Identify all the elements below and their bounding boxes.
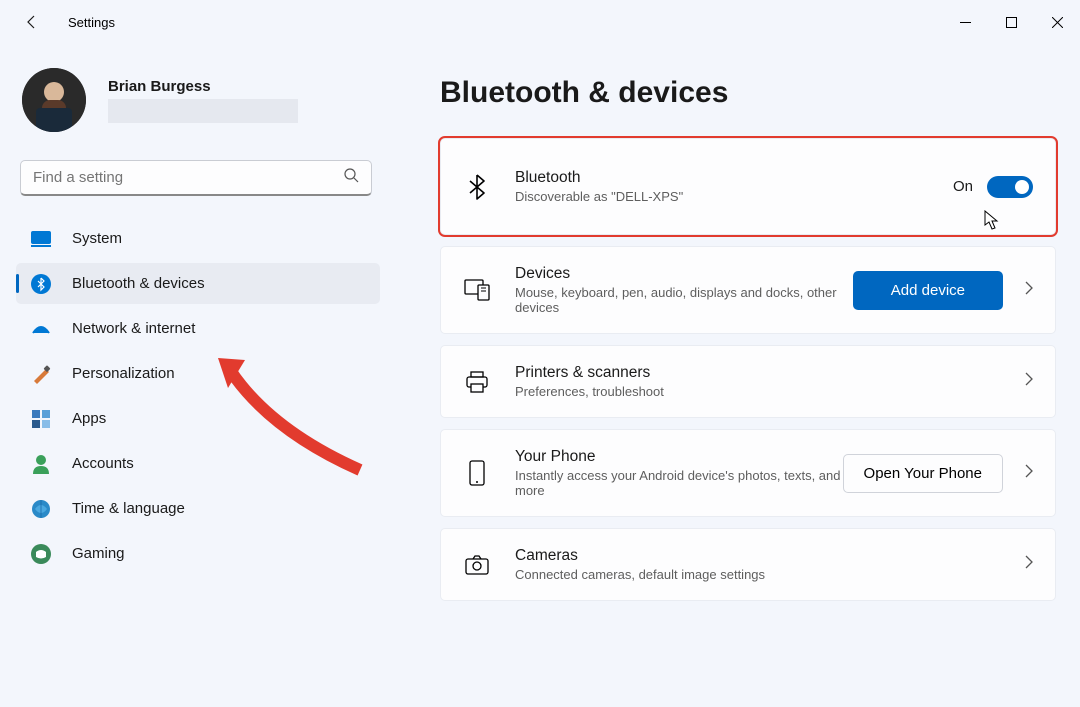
bluetooth-card[interactable]: Bluetooth Discoverable as "DELL-XPS" On	[440, 138, 1056, 235]
network-icon	[30, 318, 52, 340]
sidebar-item-apps[interactable]: Apps	[16, 398, 380, 439]
search-box[interactable]	[20, 160, 372, 196]
printer-icon	[463, 371, 491, 393]
card-subtitle: Instantly access your Android device's p…	[515, 468, 843, 498]
toggle-state: On	[953, 178, 973, 195]
devices-icon	[463, 279, 491, 301]
nav: System Bluetooth & devices Network & int…	[16, 218, 380, 574]
card-title: Bluetooth	[515, 169, 953, 187]
maximize-button[interactable]	[988, 0, 1034, 44]
sidebar-item-bluetooth-devices[interactable]: Bluetooth & devices	[16, 263, 380, 304]
card-title: Your Phone	[515, 448, 843, 466]
minimize-button[interactable]	[942, 0, 988, 44]
phone-icon	[463, 460, 491, 486]
sidebar-item-label: Apps	[72, 410, 106, 427]
titlebar: Settings	[0, 0, 1080, 44]
sidebar-item-label: Personalization	[72, 365, 175, 382]
profile[interactable]: Brian Burgess	[16, 68, 380, 132]
avatar	[22, 68, 86, 132]
camera-icon	[463, 555, 491, 575]
profile-name: Brian Burgess	[108, 78, 298, 95]
your-phone-card[interactable]: Your Phone Instantly access your Android…	[440, 429, 1056, 517]
sidebar-item-personalization[interactable]: Personalization	[16, 353, 380, 394]
sidebar-item-accounts[interactable]: Accounts	[16, 443, 380, 484]
search-icon	[343, 167, 359, 188]
gaming-icon	[30, 543, 52, 565]
page-title: Bluetooth & devices	[440, 76, 1056, 110]
sidebar-item-label: Accounts	[72, 455, 134, 472]
sidebar-item-time-language[interactable]: Time & language	[16, 488, 380, 529]
sidebar-item-label: System	[72, 230, 122, 247]
personalization-icon	[30, 363, 52, 385]
accounts-icon	[30, 453, 52, 475]
bluetooth-icon	[463, 174, 491, 200]
sidebar-item-label: Bluetooth & devices	[72, 275, 205, 292]
chevron-right-icon	[1025, 281, 1033, 300]
card-title: Printers & scanners	[515, 364, 1003, 382]
sidebar: Brian Burgess System Bluetooth & devices…	[0, 44, 390, 707]
add-device-button[interactable]: Add device	[853, 271, 1003, 310]
sidebar-item-network[interactable]: Network & internet	[16, 308, 380, 349]
card-subtitle: Preferences, troubleshoot	[515, 384, 1003, 399]
card-subtitle: Mouse, keyboard, pen, audio, displays an…	[515, 285, 853, 315]
chevron-right-icon	[1025, 372, 1033, 391]
card-title: Cameras	[515, 547, 1003, 565]
profile-email-redacted	[108, 99, 298, 123]
chevron-right-icon	[1025, 555, 1033, 574]
bluetooth-toggle[interactable]	[987, 176, 1033, 198]
close-button[interactable]	[1034, 0, 1080, 44]
system-icon	[30, 228, 52, 250]
chevron-right-icon	[1025, 464, 1033, 483]
sidebar-item-label: Gaming	[72, 545, 125, 562]
bluetooth-icon	[30, 273, 52, 295]
card-subtitle: Connected cameras, default image setting…	[515, 567, 1003, 582]
window-controls	[942, 0, 1080, 44]
sidebar-item-label: Time & language	[72, 500, 185, 517]
sidebar-item-system[interactable]: System	[16, 218, 380, 259]
main-content: Bluetooth & devices Bluetooth Discoverab…	[390, 44, 1080, 707]
app-title: Settings	[68, 15, 115, 30]
apps-icon	[30, 408, 52, 430]
card-subtitle: Discoverable as "DELL-XPS"	[515, 189, 953, 204]
card-title: Devices	[515, 265, 853, 283]
cameras-card[interactable]: Cameras Connected cameras, default image…	[440, 528, 1056, 601]
open-your-phone-button[interactable]: Open Your Phone	[843, 454, 1003, 493]
devices-card[interactable]: Devices Mouse, keyboard, pen, audio, dis…	[440, 246, 1056, 334]
sidebar-item-gaming[interactable]: Gaming	[16, 533, 380, 574]
time-icon	[30, 498, 52, 520]
search-input[interactable]	[33, 169, 343, 186]
back-button[interactable]	[20, 10, 44, 34]
printers-card[interactable]: Printers & scanners Preferences, trouble…	[440, 345, 1056, 418]
sidebar-item-label: Network & internet	[72, 320, 195, 337]
